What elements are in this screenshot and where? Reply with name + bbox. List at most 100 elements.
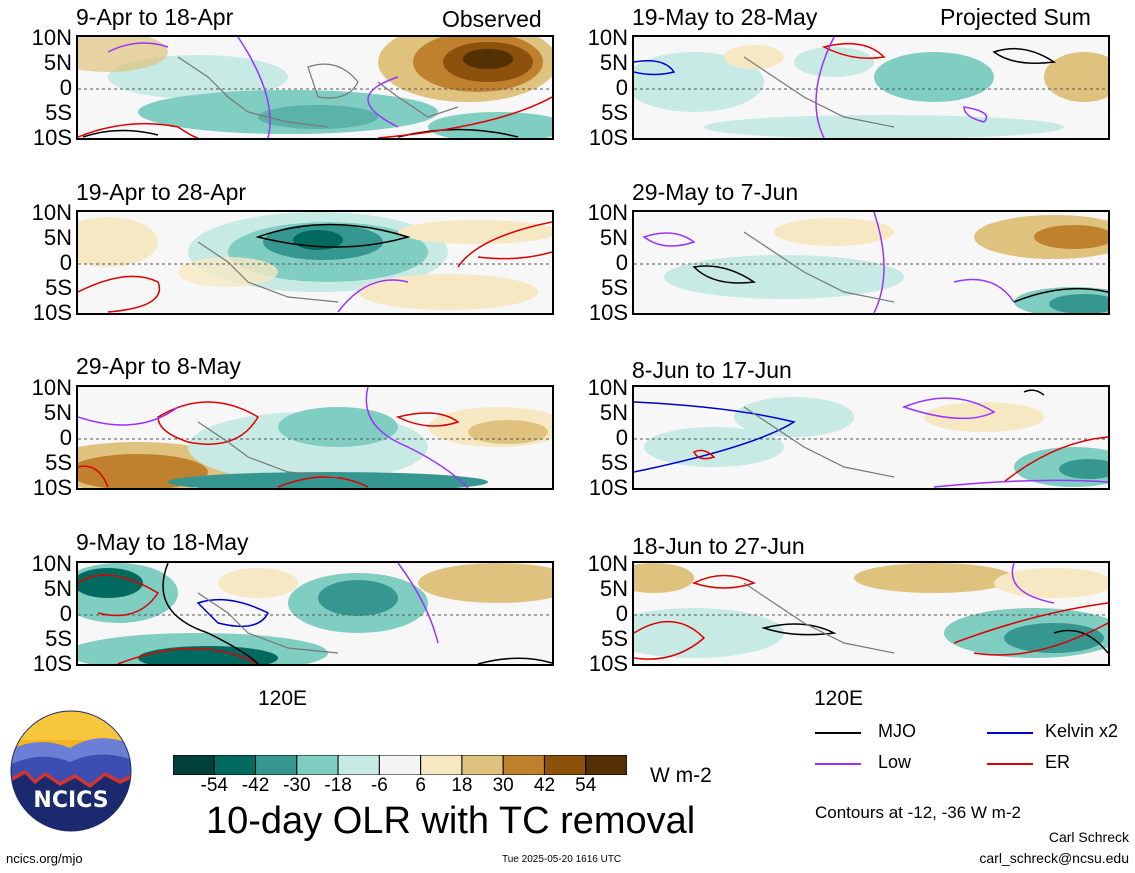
lat-label: 10N [31,375,72,400]
lat-label: 0 [615,75,628,100]
lat-label: 10S [32,125,72,150]
lat-label: 5S [45,100,72,125]
lat-label: 10S [588,475,628,500]
lat-label: 5N [599,225,628,250]
lat-label: 5S [601,626,628,651]
colorbar-swatch [378,754,422,776]
lat-label: 10S [588,300,628,325]
lat-label: 5S [45,626,72,651]
legend-label-kelvin: Kelvin x2 [1045,721,1119,741]
lat-label: 0 [615,250,628,275]
lat-label: 0 [615,601,628,626]
colorbar-swatch [543,754,587,776]
map-panel-projected-1 [632,35,1110,140]
main-title: 10-day OLR with TC removal [206,800,696,842]
lat-label: 10N [31,25,72,50]
contours-note: Contours at -12, -36 W m-2 [815,803,1021,822]
colorbar-swatch [213,754,257,776]
colorbar-tick-label: 54 [575,775,597,796]
lat-label: 10S [588,125,628,150]
colorbar-tick-label: -42 [241,775,270,796]
lat-label: 10N [31,200,72,225]
lat-label: 5S [601,275,628,300]
map-panel-observed-3 [76,385,554,490]
colorbar-tick-label: 18 [451,775,473,796]
colorbar [172,754,628,780]
lat-label: 0 [59,601,72,626]
colorbar-swatch [255,754,298,776]
lat-label: 5N [43,50,72,75]
panel-title: 19-Apr to 28-Apr [76,179,247,205]
legend-swatch-kelvin [987,732,1033,734]
lat-label: 10S [32,300,72,325]
map-panel-observed-1 [76,35,554,140]
projected-sum-label: Projected Sum [940,4,1091,30]
panel-title: 8-Jun to 17-Jun [632,357,792,383]
footer-author: Carl Schreck [1048,829,1129,845]
lat-label: 5S [45,450,72,475]
lat-label: 5S [45,275,72,300]
lat-label: 5S [601,450,628,475]
map-panel-observed-2 [76,210,554,315]
colorbar-tick-label: -54 [200,775,228,796]
legend-label-er: ER [1045,752,1071,772]
colorbar-swatch [296,754,339,776]
lat-label: 0 [59,250,72,275]
panel-title: 19-May to 28-May [632,4,818,30]
colorbar-tick-label: 42 [533,775,556,796]
legend-label-low: Low [878,752,912,772]
lat-label: 0 [59,75,72,100]
footer-timestamp: Tue 2025-05-20 1616 UTC [502,854,622,865]
panel-title: 18-Jun to 27-Jun [632,533,805,559]
colorbar-swatch [502,754,545,776]
ncics-logo-icon [10,710,132,832]
legend-swatch-er [987,763,1033,765]
lat-label: 0 [59,425,72,450]
lat-label: 5N [43,576,72,601]
legend-swatch-mjo [815,732,861,734]
footer-url: ncics.org/mjo [6,851,83,866]
colorbar-tick-label: -18 [324,775,352,796]
legend-swatch-low [815,763,861,765]
map-panel-projected-3 [632,385,1110,490]
lon-label-left: 120E [258,687,308,710]
map-panel-observed-4 [76,561,554,666]
map-panel-projected-2 [632,210,1110,315]
colorbar-tick-label: 30 [492,775,514,796]
legend-label-mjo: MJO [878,721,916,741]
colorbar-tick-label: -6 [370,775,388,796]
lat-label: 10S [32,475,72,500]
lat-label: 10N [587,25,628,50]
lat-label: 5N [599,576,628,601]
panel-title: 9-Apr to 18-Apr [76,4,234,30]
panel-title: 29-May to 7-Jun [632,179,799,205]
observed-label: Observed [442,6,542,32]
lat-label: 10S [32,651,72,676]
lat-label: 10S [588,651,628,676]
legend: MJO Kelvin x2 Low ER [815,720,1130,790]
footer-email: carl_schreck@ncsu.edu [979,850,1129,866]
colorbar-units: W m-2 [650,764,712,787]
colorbar-tick-label: -30 [283,775,311,796]
lat-label: 5N [599,50,628,75]
ncics-logo-text: NCICS [33,788,109,813]
ncics-logo: NCICS [10,710,132,832]
colorbar-swatch [461,754,504,776]
lat-label: 10N [587,551,628,576]
colorbar-tick-label: 6 [415,775,426,796]
panel-title: 9-May to 18-May [76,529,249,555]
lat-label: 10N [587,375,628,400]
colorbar-swatch [585,754,628,776]
colorbar-swatch [420,754,463,776]
colorbar-swatch [337,754,380,776]
map-panel-projected-4 [632,561,1110,666]
colorbar-swatch [172,754,215,776]
lat-label: 10N [31,551,72,576]
lat-label: 0 [615,425,628,450]
lon-label-right: 120E [814,687,864,710]
panel-title: 29-Apr to 8-May [76,353,241,379]
lat-label: 5N [599,400,628,425]
lat-label: 5N [43,400,72,425]
lat-label: 10N [587,200,628,225]
lat-label: 5S [601,100,628,125]
